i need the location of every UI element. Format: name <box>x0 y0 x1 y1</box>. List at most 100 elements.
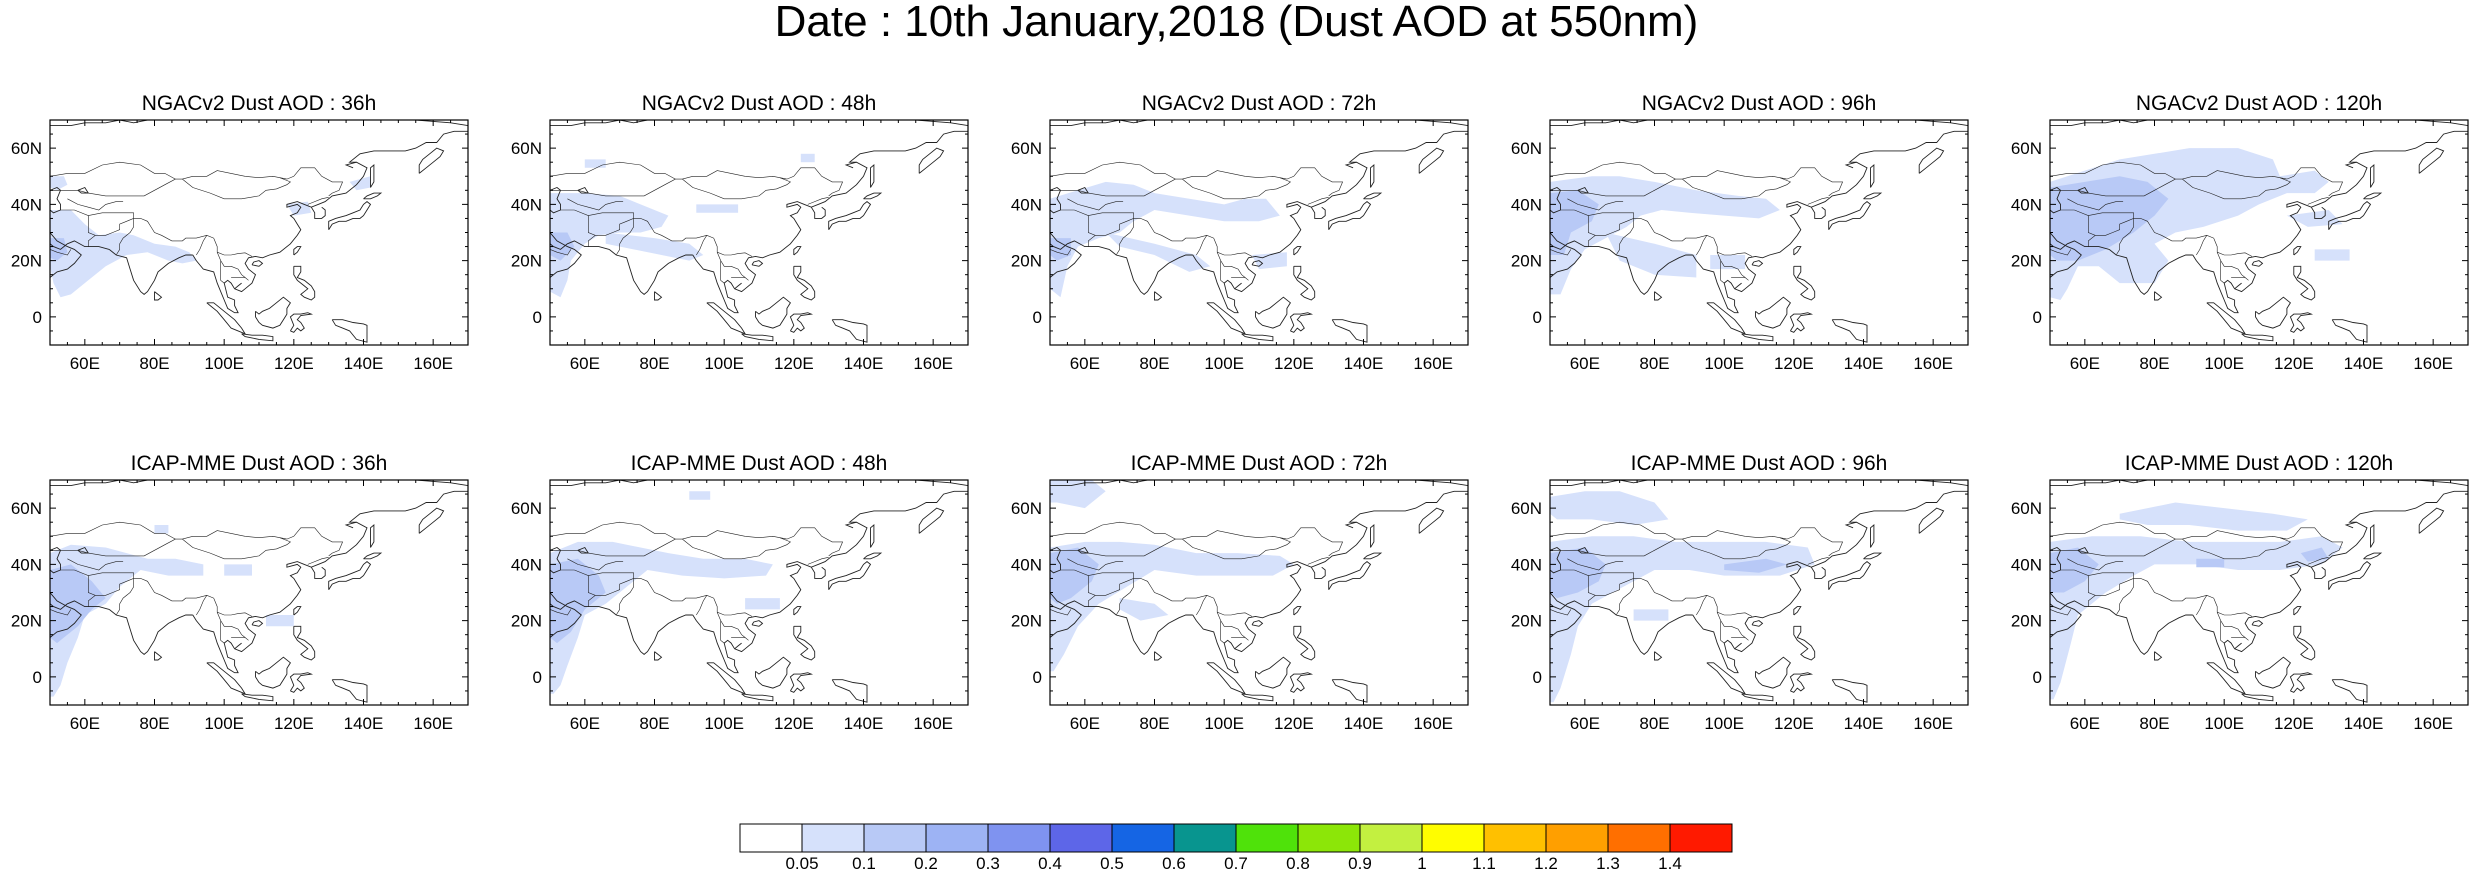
lon-tick-label: 140E <box>344 354 384 373</box>
map-svg: 60E 80E 100E 120E 140E 160E 60N 40N 20N 0 <box>2011 119 2469 373</box>
country-border <box>1696 595 1708 616</box>
lat-tick-label: 40N <box>2011 195 2042 214</box>
coastline <box>363 552 383 560</box>
coastline <box>251 620 264 627</box>
coastline <box>1751 260 1764 267</box>
country-border <box>633 578 714 602</box>
coastline <box>2363 552 2383 560</box>
coastline <box>50 232 110 250</box>
lon-tick-label: 100E <box>1204 354 1244 373</box>
country-border <box>696 595 708 616</box>
coastline <box>793 265 816 301</box>
coastline <box>1844 521 1857 529</box>
country-border <box>1060 209 1096 247</box>
coastline <box>1370 164 1375 188</box>
country-border <box>115 218 134 256</box>
coastline <box>1255 656 1291 689</box>
country-border <box>216 612 249 641</box>
country-border <box>1050 249 1072 256</box>
dust-aod-field <box>50 210 197 298</box>
colorbar-label: 0.3 <box>976 854 1000 873</box>
coastline <box>2293 606 2302 616</box>
country-border <box>807 197 829 205</box>
country-border <box>1133 578 1214 602</box>
coastline <box>1793 265 1816 301</box>
country-border <box>1633 218 1714 242</box>
country-border <box>1182 537 1291 560</box>
dust-aod-field <box>1550 536 1815 703</box>
coastline <box>2050 186 2062 214</box>
coastline <box>1863 192 1883 200</box>
country-border <box>1050 527 1344 557</box>
coastline <box>1844 161 1857 169</box>
coastline <box>154 291 163 301</box>
country-border <box>1716 612 1749 641</box>
lon-tick-label: 120E <box>2274 354 2314 373</box>
coastline <box>1550 592 1610 610</box>
country-border <box>60 569 96 607</box>
coastline <box>1550 232 1582 278</box>
coastline <box>706 662 747 695</box>
dust-aod-field <box>1633 609 1669 621</box>
country-border <box>2196 235 2208 256</box>
coastline <box>550 186 562 214</box>
lon-tick-label: 120E <box>274 714 314 733</box>
coastline <box>810 206 826 219</box>
colorbar-swatch <box>863 823 927 853</box>
country-border <box>1216 252 1249 281</box>
coastline <box>692 490 968 674</box>
coastline <box>2154 651 2163 661</box>
map-background <box>1550 120 1968 345</box>
coastline <box>293 625 316 661</box>
lon-tick-label: 100E <box>1204 714 1244 733</box>
coastline <box>2050 232 2082 278</box>
country-border <box>220 260 225 284</box>
coastline <box>1050 232 1082 278</box>
coastline <box>1863 552 1883 560</box>
coastline <box>1550 546 1562 574</box>
map-layers <box>550 120 968 343</box>
lon-tick-label: 100E <box>704 714 744 733</box>
country-border <box>1088 572 1134 596</box>
map-panel: NGACv2 Dust AOD : 48h 60E 80E 100E 120E 140E 1… <box>504 92 974 482</box>
lon-tick-label: 100E <box>1704 714 1744 733</box>
dust-aod-field <box>349 176 371 191</box>
country-border <box>1550 521 1676 540</box>
country-border <box>2115 218 2134 256</box>
coastline <box>654 291 663 301</box>
country-border <box>50 249 72 256</box>
country-border <box>550 249 572 256</box>
coastline <box>870 164 875 188</box>
coastline <box>1050 186 1062 214</box>
country-border <box>2213 237 2253 257</box>
coastline <box>1550 186 1562 214</box>
coastline <box>1831 319 1868 343</box>
country-border <box>2050 249 2072 256</box>
lat-tick-label: 0 <box>533 308 542 327</box>
coastline <box>831 679 868 703</box>
lon-tick-label: 120E <box>1274 714 1314 733</box>
lat-tick-label: 60N <box>2011 499 2042 518</box>
country-border <box>1216 612 1249 641</box>
country-border <box>1307 557 1329 565</box>
lon-tick-label: 120E <box>274 354 314 373</box>
lon-tick-label: 120E <box>1774 714 1814 733</box>
country-border <box>2088 212 2134 236</box>
country-border <box>220 620 225 644</box>
coastline <box>1108 249 1193 295</box>
lon-tick-label: 60E <box>1070 354 1100 373</box>
coastline <box>293 265 316 301</box>
coastline <box>108 249 193 295</box>
country-border <box>1560 569 1596 607</box>
lat-tick-label: 60N <box>1511 499 1542 518</box>
coastline <box>1289 312 1314 333</box>
coastline <box>1810 566 1826 579</box>
coastline <box>1192 490 1468 674</box>
lat-tick-label: 0 <box>1033 308 1042 327</box>
lat-tick-label: 40N <box>2011 555 2042 574</box>
map-svg: 60E 80E 100E 120E 140E 160E 60N 40N 20N 0 <box>11 119 469 373</box>
dust-aod-field <box>266 615 294 627</box>
coastline <box>608 249 693 295</box>
country-border <box>2213 597 2253 617</box>
colorbar-swatch <box>1669 823 1733 853</box>
